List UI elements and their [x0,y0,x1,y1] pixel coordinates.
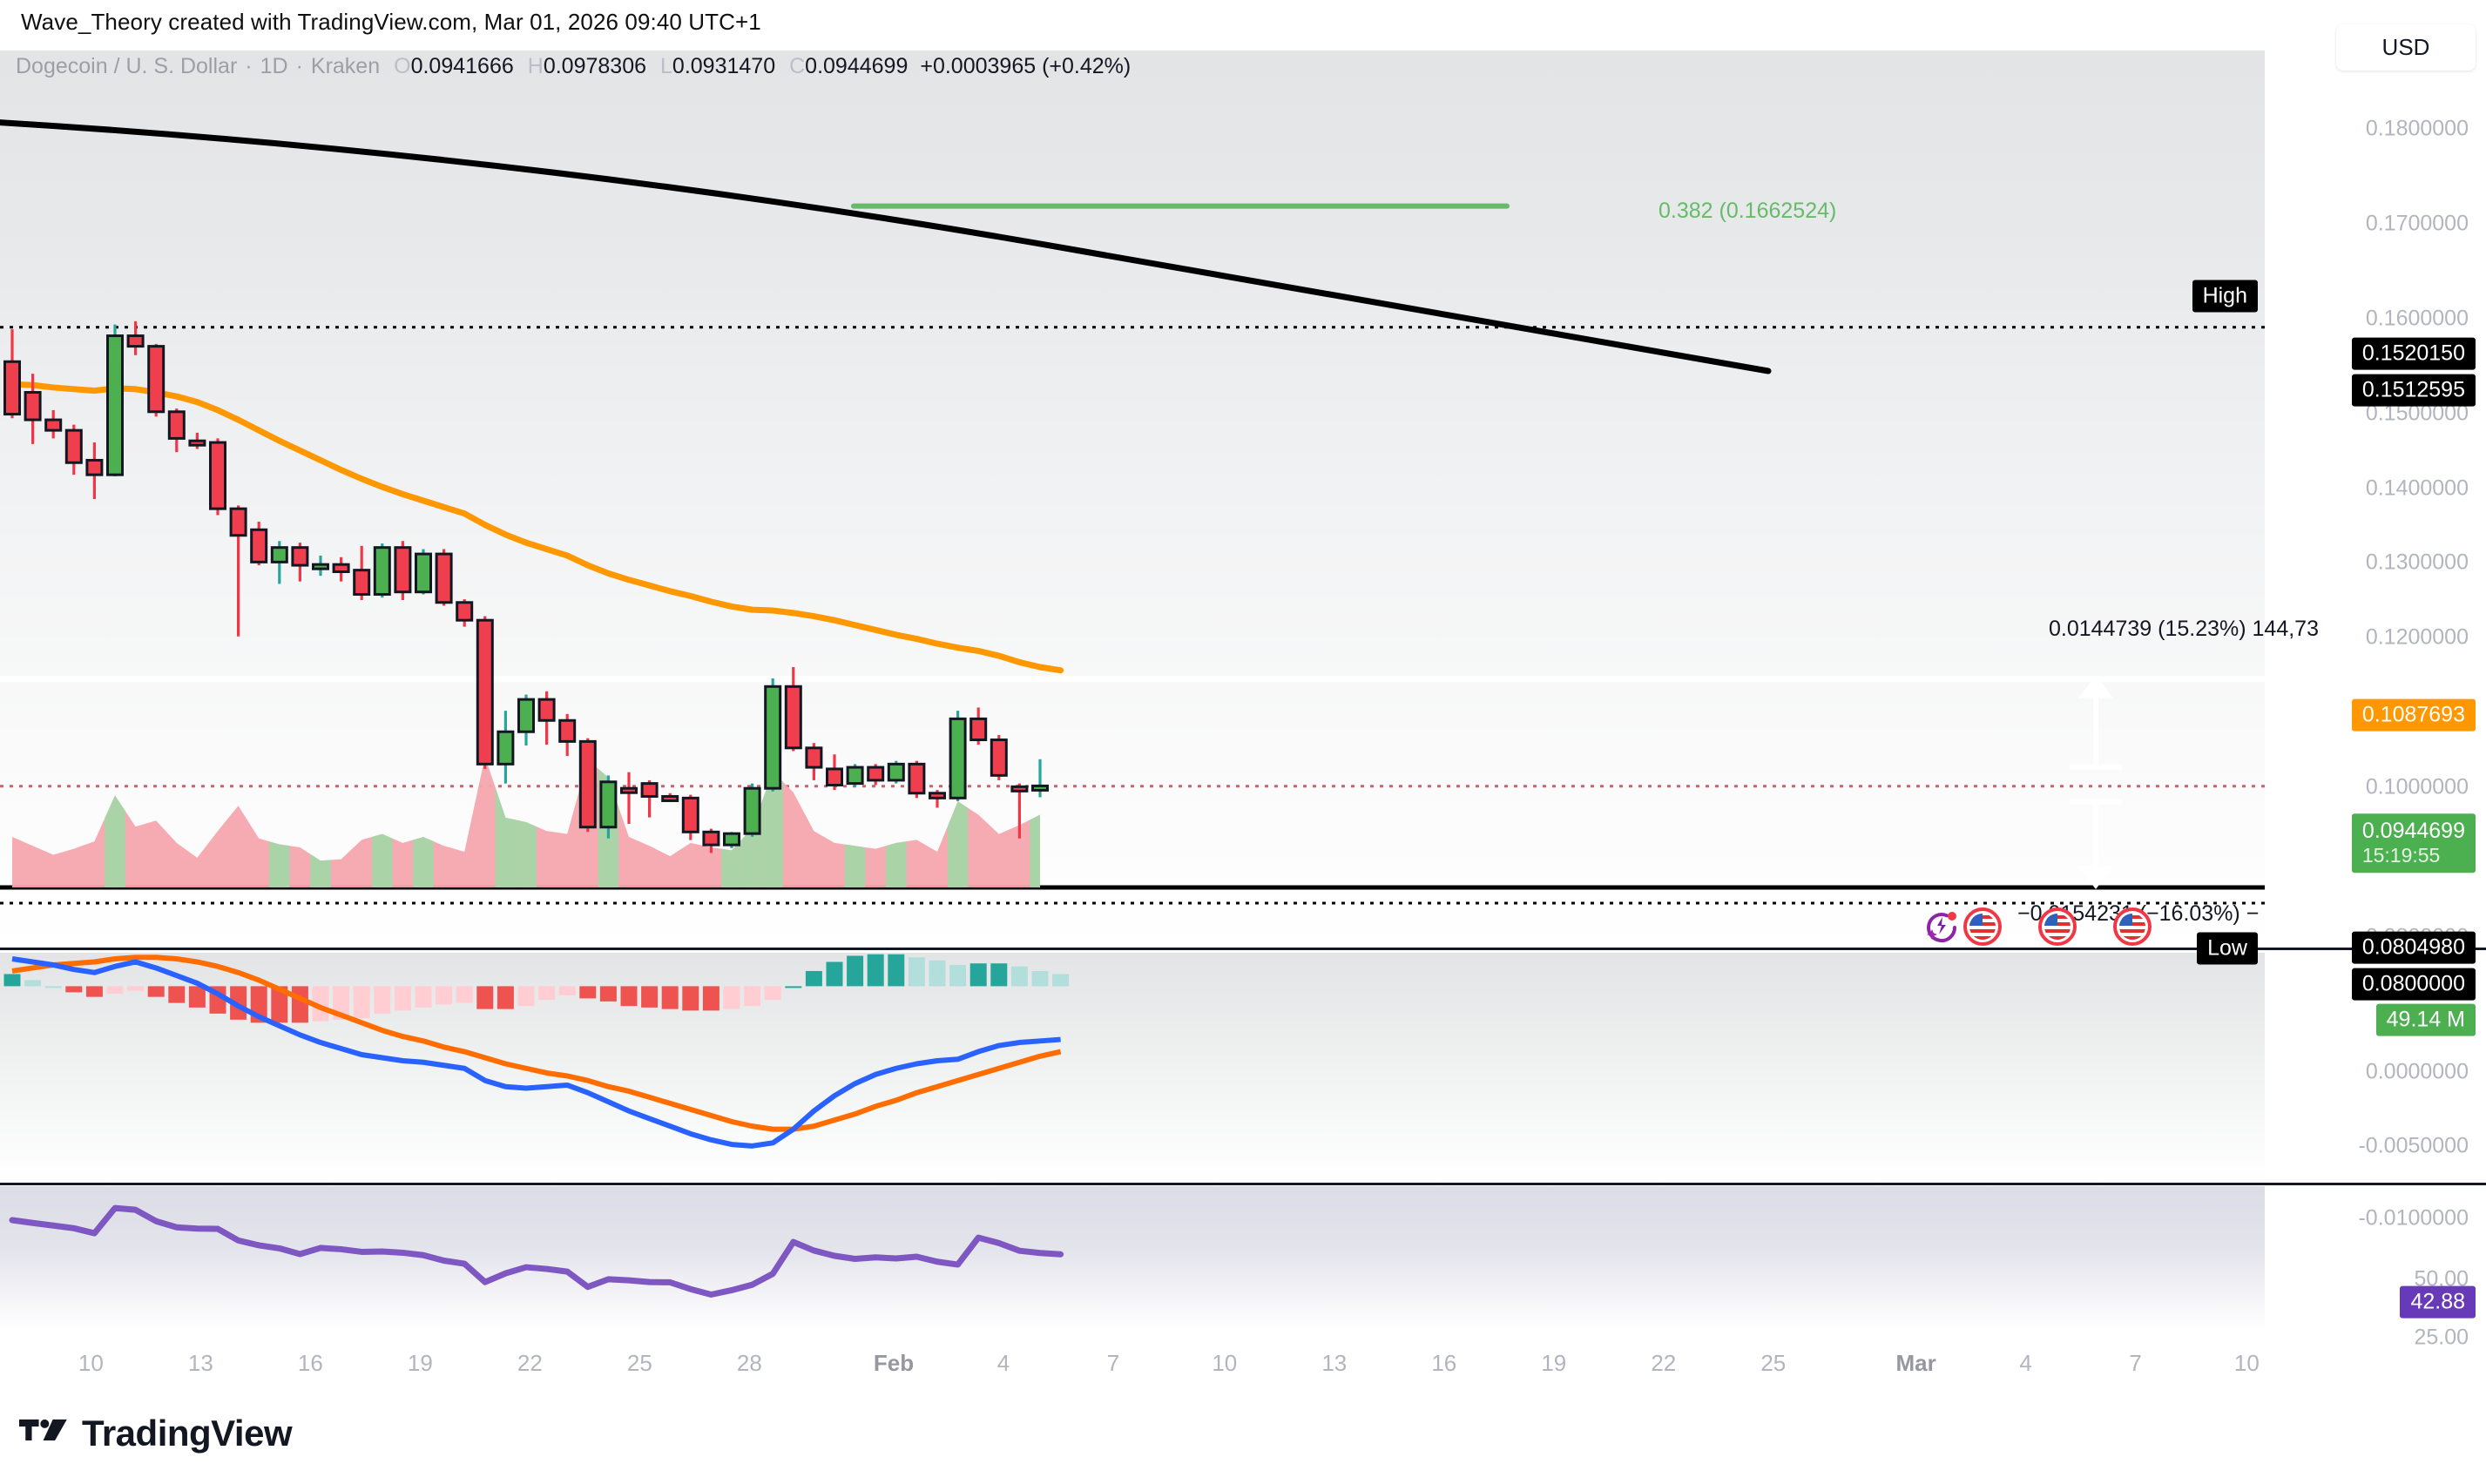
high-line-badge: 0.1512595 [2351,374,2476,407]
legend-interval[interactable]: 1D [260,54,288,78]
tradingview-logo: TradingView [19,1413,293,1454]
time-axis-tick: 22 [1651,1350,1677,1376]
price-axis-tick: 0.1200000 [2365,624,2469,650]
attribution-text: Wave_Theory created with TradingView.com… [21,9,761,35]
fib-382-label: 0.382 (0.1662524) [1658,199,1837,223]
legend-close-key: C [789,54,806,78]
low-line-badge: 0.0800000 [2351,968,2476,1001]
time-axis-tick: Mar [1895,1350,1936,1376]
time-axis-tick: 28 [736,1350,762,1376]
countdown-timer: 15:19:55 [2361,844,2441,867]
economic-events-row[interactable] [1922,907,2188,946]
time-axis-tick: 16 [297,1350,323,1376]
high-side-tag: High [2192,280,2258,313]
tradingview-mark-icon [19,1419,67,1441]
macd-pane[interactable] [0,953,2265,1181]
low-side-tag: Low [2197,932,2258,965]
time-axis-tick: 10 [78,1350,104,1376]
legend-low-key: L [660,54,672,78]
time-axis-tick: 22 [517,1350,543,1376]
pane-divider-1 [0,948,2486,950]
time-axis-tick: 7 [2129,1350,2142,1376]
time-axis-tick: 10 [1212,1350,1238,1376]
price-pane-canvas [0,119,2265,905]
price-axis-tick: 0.1400000 [2365,476,2469,501]
ma-badge: 0.1087693 [2351,698,2476,732]
price-axis-tick: 25.00 [2414,1325,2469,1350]
ai-event-icon[interactable] [1922,907,1960,946]
legend-low-value: 0.0931470 [672,54,776,78]
time-axis-tick: 16 [1431,1350,1457,1376]
us-flag-event-icon[interactable] [2113,907,2152,946]
time-axis-tick: 19 [1541,1350,1567,1376]
legend-close-value: 0.0944699 [805,54,909,78]
price-axis-tick: 0.1000000 [2365,774,2469,799]
last-price-badge: 0.0944699 15:19:55 [2351,813,2476,873]
currency-selector[interactable]: USD [2336,24,2476,71]
time-axis-tick: 4 [996,1350,1010,1376]
legend-symbol[interactable]: Dogecoin / U. S. Dollar [16,54,238,78]
legend-exchange[interactable]: Kraken [310,54,381,78]
price-axis-tick: 0.0000000 [2365,1059,2469,1084]
price-scale[interactable]: USD 0.1800000 0.1700000 0.1600000 0.1500000… [2265,24,2486,1350]
time-axis-tick: 7 [1106,1350,1120,1376]
us-flag-event-icon[interactable] [2038,907,2077,946]
low-price-badge: 0.0804980 [2351,931,2476,964]
legend-sep-2: · [295,54,303,78]
legend-high-key: H [527,54,544,78]
legend-sep-1: · [245,54,253,78]
volume-badge: 49.14 M [2375,1003,2476,1036]
macd-pane-canvas [3,954,1070,1149]
chart-legend: Dogecoin / U. S. Dollar · 1D · Kraken O … [16,54,1131,79]
time-axis-tick: 4 [2019,1350,2032,1376]
high-price-badge: 0.1520150 [2351,337,2476,370]
rsi-pane[interactable] [0,1186,2265,1331]
price-pane[interactable] [0,51,2265,948]
price-axis-tick: -0.0050000 [2358,1133,2469,1158]
time-axis-tick: 25 [1760,1350,1787,1376]
legend-change: +0.0003965 (+0.42%) [920,54,1132,78]
time-axis-tick: 19 [407,1350,433,1376]
time-axis-tick: 10 [2233,1350,2260,1376]
price-axis-tick: 0.1700000 [2365,211,2469,236]
tradingview-wordmark: TradingView [82,1413,293,1454]
legend-open-value: 0.0941666 [410,54,514,78]
price-axis-tick: 0.1300000 [2365,550,2469,575]
price-axis-tick: 0.1600000 [2365,306,2469,331]
rsi-pane-canvas [9,1204,1064,1298]
measure-up-label: 0.0144739 (15.23%) 144,73 [2049,617,2319,641]
legend-high-value: 0.0978306 [543,54,647,78]
time-scale[interactable]: 10 13 16 19 22 25 28 Feb 4 7 10 13 16 19 22 25 Mar 4 7 10 [0,1331,2486,1397]
pane-divider-2 [0,1183,2486,1185]
time-axis-tick: 25 [626,1350,652,1376]
time-axis-tick: 13 [187,1350,213,1376]
time-axis-tick: Feb [873,1350,915,1376]
rsi-value-badge: 42.88 [2400,1285,2476,1319]
legend-open-key: O [394,54,411,78]
time-axis-tick: 13 [1321,1350,1348,1376]
price-axis-tick: -0.0100000 [2358,1205,2469,1231]
us-flag-event-icon[interactable] [1963,907,2002,946]
price-axis-tick: 0.1800000 [2365,116,2469,141]
